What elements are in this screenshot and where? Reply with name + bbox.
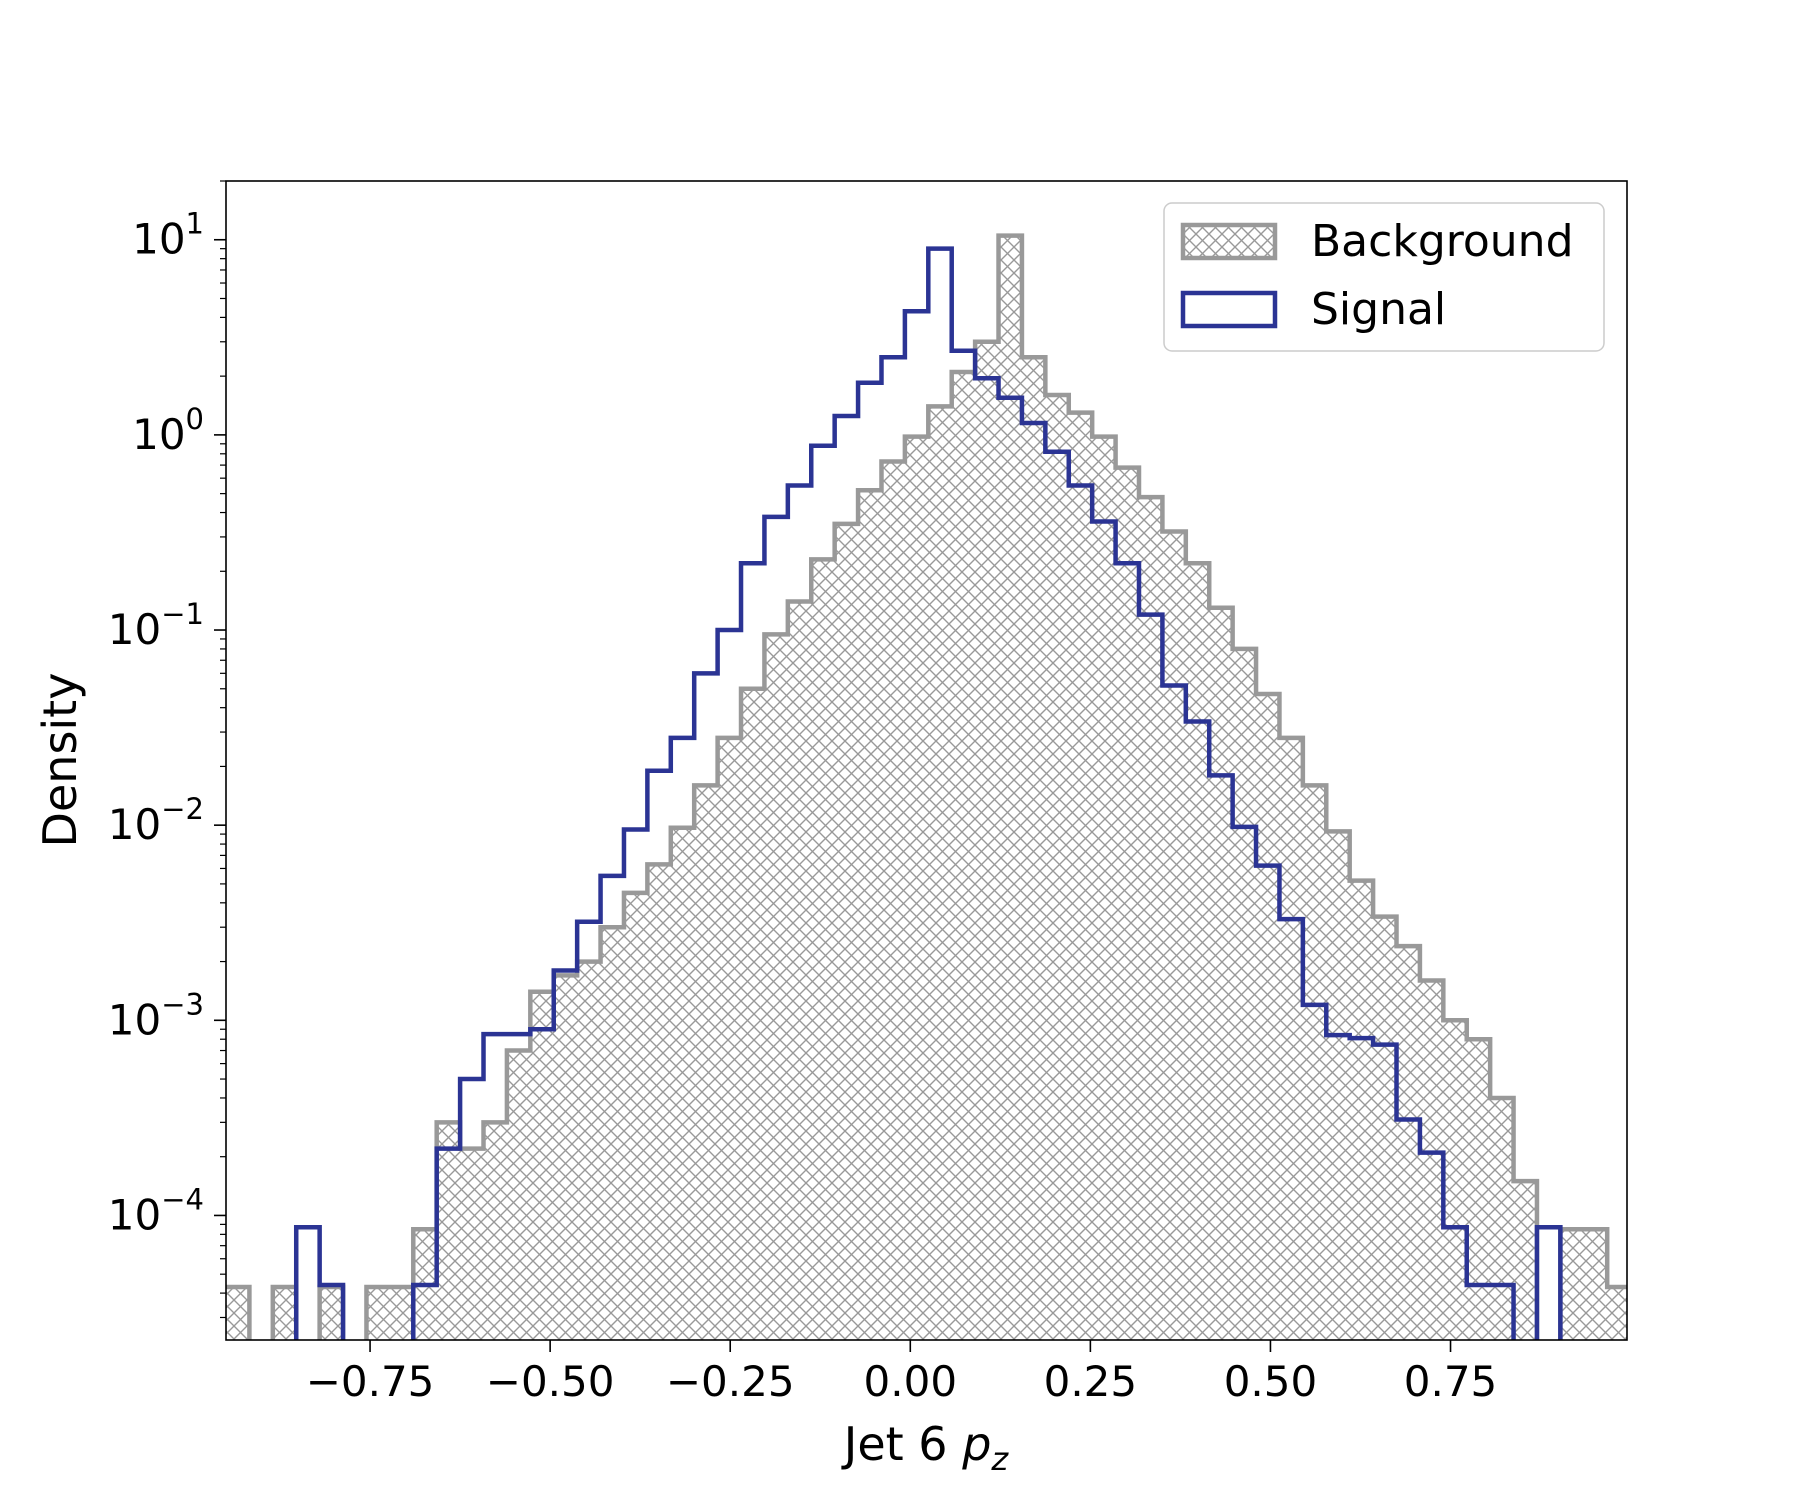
legend: Background Signal: [1163, 202, 1605, 352]
x-axis: −0.75 −0.50 −0.25 0.00 0.25 0.50 0.75: [306, 1340, 1498, 1406]
y-tick-label: 10−4: [108, 1182, 204, 1239]
signal-histogram-outline: [293, 246, 1563, 1340]
x-tick-label: 0.00: [864, 1357, 958, 1406]
y-axis-label: Density: [33, 673, 87, 848]
background-histogram-outline: [226, 233, 1627, 1340]
legend-background-label: Background: [1311, 216, 1574, 267]
background-histogram-fill: [226, 235, 1627, 1340]
x-axis-label: Jet 6 pz: [841, 1417, 1010, 1478]
legend-signal-swatch: [1180, 290, 1278, 329]
y-tick-label: 10−2: [108, 792, 204, 849]
x-tick-label: 0.75: [1404, 1357, 1498, 1406]
y-axis: 101 100 10−1 10−2 10−3 10−4: [108, 180, 226, 1319]
x-tick-label: −0.75: [306, 1357, 435, 1406]
y-tick-label: 101: [132, 207, 204, 264]
y-tick-label: 10−1: [108, 597, 204, 654]
legend-signal-label: Signal: [1311, 284, 1446, 335]
legend-background-swatch: [1180, 222, 1278, 261]
x-tick-label: −0.50: [486, 1357, 615, 1406]
x-tick-label: 0.25: [1044, 1357, 1138, 1406]
axes-frame: [225, 180, 1628, 1341]
y-tick-label: 10−3: [108, 987, 204, 1044]
x-tick-label: 0.50: [1224, 1357, 1318, 1406]
x-tick-label: −0.25: [666, 1357, 795, 1406]
plot-area: [226, 233, 1627, 1340]
y-tick-label: 100: [132, 402, 204, 459]
